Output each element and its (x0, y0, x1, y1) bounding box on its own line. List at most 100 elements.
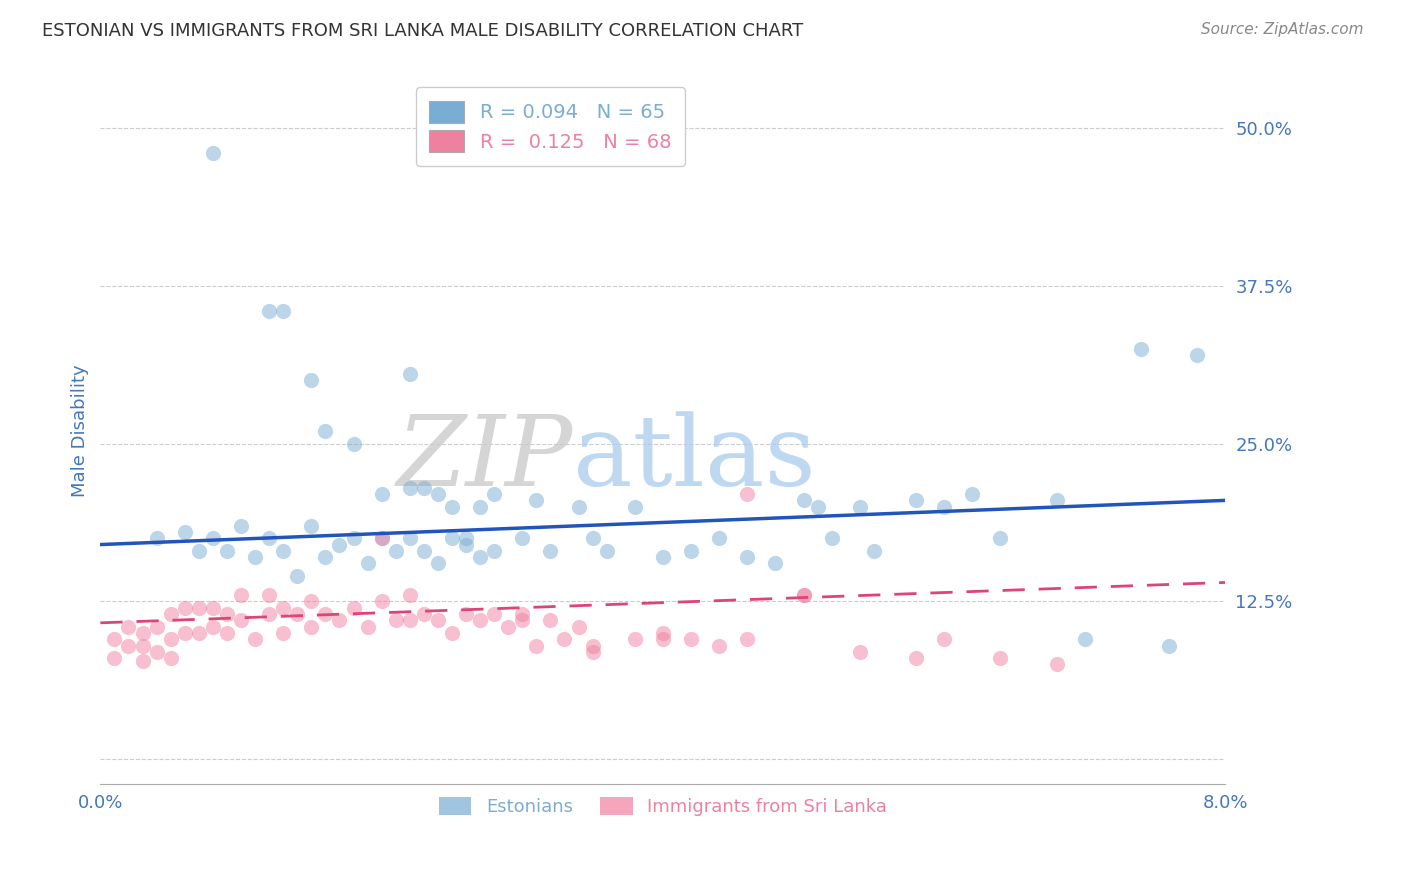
Point (567, 619, 589, 633)
Point (201, 146, 224, 161)
Point (159, 651, 181, 665)
Point (905, 493, 928, 508)
Point (271, 600, 294, 615)
Point (990, 651, 1012, 665)
Point (131, 639, 153, 653)
Point (342, 600, 364, 615)
Point (412, 544, 434, 558)
Point (510, 607, 533, 621)
Point (737, 632, 759, 647)
Point (821, 531, 844, 545)
Point (159, 607, 181, 621)
Point (440, 626, 463, 640)
Point (356, 557, 378, 571)
Point (103, 632, 125, 647)
Point (370, 531, 392, 545)
Point (581, 531, 603, 545)
Point (187, 600, 209, 615)
Point (398, 367, 420, 381)
Text: ZIP: ZIP (396, 411, 572, 507)
Point (215, 626, 238, 640)
Point (131, 654, 153, 668)
Point (328, 537, 350, 551)
Point (271, 544, 294, 558)
Point (440, 531, 463, 545)
Point (131, 626, 153, 640)
Point (538, 613, 561, 627)
Point (173, 600, 195, 615)
Point (299, 594, 322, 608)
Point (454, 531, 477, 545)
Point (426, 487, 449, 501)
Point (934, 632, 956, 647)
Point (257, 304, 280, 318)
Point (623, 632, 645, 647)
Point (398, 588, 420, 602)
Point (849, 645, 872, 659)
Point (187, 626, 209, 640)
Point (793, 588, 815, 602)
Point (651, 550, 673, 565)
Point (384, 544, 406, 558)
Point (737, 487, 759, 501)
Point (370, 531, 392, 545)
Point (524, 639, 547, 653)
Point (1046, 493, 1069, 508)
Point (765, 557, 787, 571)
Point (737, 550, 759, 565)
Point (412, 481, 434, 495)
Point (793, 588, 815, 602)
Point (103, 651, 125, 665)
Point (426, 613, 449, 627)
Point (709, 639, 731, 653)
Point (849, 500, 872, 514)
Point (285, 607, 308, 621)
Point (567, 500, 589, 514)
Point (990, 531, 1012, 545)
Point (398, 531, 420, 545)
Point (328, 613, 350, 627)
Point (905, 651, 928, 665)
Point (370, 487, 392, 501)
Point (173, 626, 195, 640)
Text: Source: ZipAtlas.com: Source: ZipAtlas.com (1201, 22, 1364, 37)
Point (1046, 657, 1069, 672)
Point (117, 639, 139, 653)
Point (1130, 342, 1153, 356)
Point (863, 544, 886, 558)
Point (342, 436, 364, 450)
Point (623, 500, 645, 514)
Point (468, 550, 491, 565)
Point (651, 632, 673, 647)
Point (398, 613, 420, 627)
Point (581, 645, 603, 659)
Point (468, 613, 491, 627)
Point (496, 619, 519, 633)
Point (793, 493, 815, 508)
Point (482, 487, 505, 501)
Point (201, 600, 224, 615)
Point (285, 569, 308, 583)
Point (314, 550, 336, 565)
Text: atlas: atlas (572, 411, 815, 508)
Point (679, 544, 702, 558)
Point (314, 607, 336, 621)
Point (538, 544, 561, 558)
Point (215, 607, 238, 621)
Point (271, 626, 294, 640)
Point (1074, 632, 1097, 647)
Point (1159, 639, 1181, 653)
Point (243, 550, 266, 565)
Point (229, 613, 252, 627)
Point (145, 619, 167, 633)
Point (145, 645, 167, 659)
Point (454, 537, 477, 551)
Point (482, 607, 505, 621)
Point (384, 613, 406, 627)
Point (440, 500, 463, 514)
Point (709, 531, 731, 545)
Point (553, 632, 575, 647)
Point (173, 524, 195, 539)
Point (482, 544, 505, 558)
Point (159, 632, 181, 647)
